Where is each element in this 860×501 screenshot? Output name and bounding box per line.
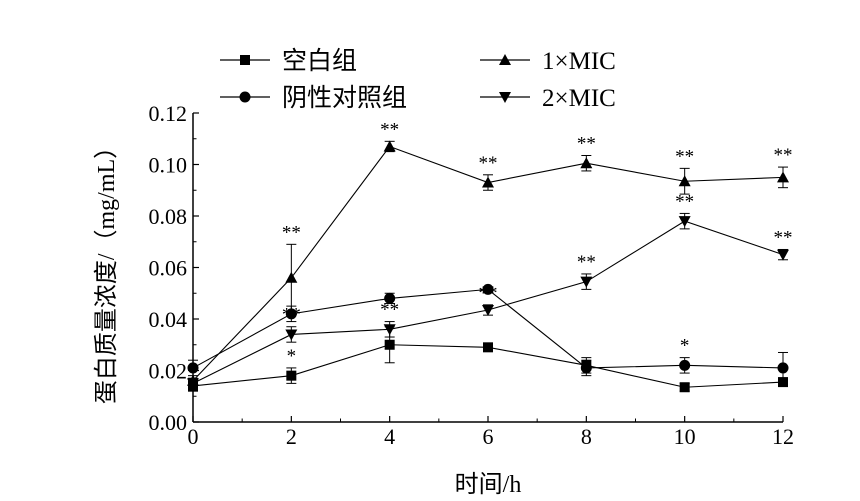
y-tick-label: 0.00 xyxy=(149,410,188,435)
significance-label: ** xyxy=(380,119,399,140)
legend-label: 空白组 xyxy=(282,47,357,75)
x-tick-label: 4 xyxy=(384,424,395,449)
legend-item-2: 阴性对照组 xyxy=(220,84,407,112)
x-axis-label: 时间/h xyxy=(455,471,522,498)
x-tick-label: 8 xyxy=(581,424,592,449)
significance-label: ** xyxy=(577,133,596,154)
x-tick-label: 2 xyxy=(286,424,297,449)
data-point xyxy=(187,378,199,390)
data-point xyxy=(483,342,493,353)
y-tick-label: 0.06 xyxy=(149,256,188,281)
data-point xyxy=(384,339,395,350)
legend-item-1: 空白组 xyxy=(220,47,357,75)
legend-marker xyxy=(239,91,251,103)
series-layer: * *********** **** ********** xyxy=(187,119,793,393)
data-point xyxy=(482,283,494,295)
data-point xyxy=(285,329,298,341)
y-tick-label: 0.02 xyxy=(149,359,188,384)
data-point xyxy=(679,359,691,371)
legend-item-4: 2×MIC xyxy=(480,85,616,112)
x-tick-label: 10 xyxy=(674,424,696,449)
x-tick-label: 12 xyxy=(772,424,794,449)
y-tick-label: 0.04 xyxy=(149,307,188,332)
data-point xyxy=(580,157,593,169)
significance-label: ** xyxy=(479,283,498,304)
axes: 0 2 4 6 8 10 12 0.00 0.02 0.04 0.06 0.08 0.10 0.12 xyxy=(149,101,795,449)
data-point xyxy=(482,304,494,316)
x-tick-label: 6 xyxy=(483,424,494,449)
y-tick-label: 0.10 xyxy=(149,153,188,178)
significance-label: ** xyxy=(774,227,793,248)
legend-label: 1×MIC xyxy=(542,48,616,75)
significance-label: ** xyxy=(380,300,399,321)
data-point xyxy=(678,216,691,228)
x-tick-label: 0 xyxy=(188,424,199,449)
y-axis-label: 蛋白质量浓度/（mg/mL） xyxy=(93,135,120,404)
data-point xyxy=(482,176,494,188)
significance-label: ** xyxy=(577,252,596,273)
significance-label: * xyxy=(680,336,690,357)
data-point xyxy=(678,175,691,187)
y-tick-label: 0.12 xyxy=(149,101,188,126)
legend-marker xyxy=(499,54,511,65)
significance-label: * xyxy=(287,346,297,367)
significance-label: ** xyxy=(479,153,498,174)
data-point xyxy=(679,382,690,393)
data-point xyxy=(383,324,396,336)
data-point xyxy=(580,276,593,288)
legend-marker xyxy=(240,55,250,65)
significance-label: ** xyxy=(282,305,301,326)
legend-item-3: 1×MIC xyxy=(480,48,616,75)
series-4: ** ********** xyxy=(187,191,793,390)
data-point xyxy=(286,370,297,381)
legend-label: 阴性对照组 xyxy=(282,84,407,112)
significance-label: ** xyxy=(675,191,694,212)
data-point xyxy=(384,292,396,304)
significance-label: ** xyxy=(282,222,301,243)
data-point xyxy=(777,362,789,374)
legend-marker xyxy=(499,92,511,103)
data-point xyxy=(285,271,298,283)
data-point xyxy=(383,140,396,152)
series-1: * xyxy=(188,326,788,393)
data-point xyxy=(777,249,789,261)
legend-label: 2×MIC xyxy=(542,85,616,112)
series-3: ********** ** xyxy=(187,119,793,392)
significance-label: ** xyxy=(675,146,694,167)
significance-label: ** xyxy=(774,145,793,166)
y-tick-label: 0.08 xyxy=(149,204,188,229)
data-point xyxy=(777,171,789,183)
data-point xyxy=(580,362,592,374)
